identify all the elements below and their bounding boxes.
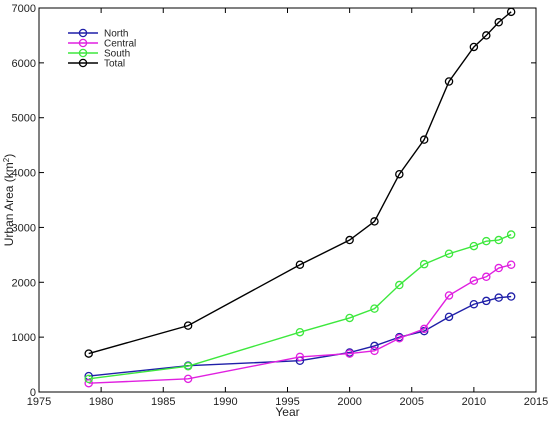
x-tick-label: 1990 — [213, 396, 237, 408]
x-axis-title: Year — [275, 405, 299, 419]
legend-item-south: South — [68, 49, 130, 60]
data-point-central — [84, 378, 93, 388]
series-line-central — [88, 264, 512, 384]
data-point-north — [469, 299, 479, 309]
y-axis: 0 1000 2000 3000 4000 5000 6000 7000 — [12, 3, 536, 399]
series-line-south — [88, 233, 512, 380]
x-tick-label: 2000 — [337, 396, 361, 408]
data-point-south — [295, 327, 305, 337]
data-point-south — [395, 280, 404, 290]
data-point-central — [419, 324, 429, 334]
data-point-central — [295, 352, 305, 362]
legend-label: Central — [104, 39, 136, 50]
data-point-total — [370, 217, 379, 226]
legend-swatch-marker — [78, 38, 88, 48]
legend-swatch-marker — [78, 48, 88, 58]
data-point-south — [370, 304, 379, 313]
x-tick-label: 1995 — [275, 396, 299, 408]
legend-item-central: Central — [68, 39, 136, 50]
data-point-central — [444, 291, 454, 300]
series-line-total — [88, 11, 512, 355]
data-point-south — [183, 361, 193, 371]
y-tick-label: 2000 — [12, 277, 36, 289]
x-tick-label: 1985 — [151, 396, 175, 408]
data-point-north — [506, 292, 516, 301]
series-total — [84, 7, 516, 358]
y-tick-label: 1000 — [12, 332, 36, 344]
data-point-central — [469, 276, 479, 285]
y-tick-label: 0 — [30, 387, 36, 399]
series-central — [84, 260, 516, 388]
data-point-total — [469, 42, 479, 52]
data-point-total — [494, 18, 503, 27]
y-tick-label: 6000 — [12, 58, 36, 70]
data-point-central — [482, 272, 491, 282]
data-point-south — [494, 235, 503, 245]
legend-swatch-marker — [78, 28, 88, 38]
legend-item-north: North — [68, 29, 128, 40]
data-point-total — [345, 235, 354, 245]
x-tick-label: 2005 — [400, 396, 424, 408]
data-point-south — [419, 259, 429, 269]
legend-label: South — [104, 49, 130, 60]
data-point-total — [419, 135, 429, 144]
y-tick-label: 3000 — [12, 222, 36, 234]
legend-item-total: Total — [68, 59, 125, 70]
y-axis-title-prefix: Urban Area (km — [2, 162, 16, 246]
data-point-south — [469, 241, 479, 251]
x-tick-label: 1980 — [89, 396, 113, 408]
x-axis: 1975 1980 1985 1990 1995 2000 2005 2010 2015 — [27, 8, 548, 408]
data-point-central — [370, 346, 379, 356]
data-point-south — [506, 230, 516, 239]
x-tick-label: 2010 — [462, 396, 486, 408]
data-point-central — [395, 333, 404, 343]
data-point-south — [444, 249, 454, 259]
data-point-central — [506, 260, 516, 269]
x-tick-label: 2015 — [524, 396, 548, 408]
data-point-north — [494, 293, 503, 302]
data-point-total — [444, 77, 454, 86]
data-point-total — [295, 260, 305, 269]
legend-label: Total — [104, 59, 125, 70]
legend-swatch-marker — [78, 58, 88, 68]
data-point-north — [444, 312, 454, 322]
y-tick-label: 5000 — [12, 113, 36, 125]
data-point-total — [183, 321, 193, 330]
data-point-north — [482, 296, 491, 306]
y-tick-label: 7000 — [12, 3, 36, 15]
legend-label: North — [104, 29, 128, 40]
y-axis-title-superscript: 2 — [2, 157, 11, 162]
y-axis-title: Urban Area (km2) — [2, 154, 16, 246]
plot-series — [84, 7, 516, 388]
data-point-south — [84, 374, 93, 384]
data-point-south — [482, 236, 491, 246]
y-axis-title-suffix: ) — [2, 154, 16, 158]
data-point-central — [494, 263, 503, 273]
data-point-south — [345, 313, 354, 323]
data-point-total — [482, 31, 491, 40]
x-tick-label: 1975 — [27, 396, 51, 408]
series-south — [84, 230, 516, 384]
data-point-total — [395, 169, 404, 179]
data-point-central — [183, 374, 193, 384]
y-tick-label: 4000 — [12, 168, 36, 180]
data-point-north — [370, 341, 379, 351]
data-point-central — [345, 349, 354, 358]
data-point-total — [84, 349, 93, 358]
